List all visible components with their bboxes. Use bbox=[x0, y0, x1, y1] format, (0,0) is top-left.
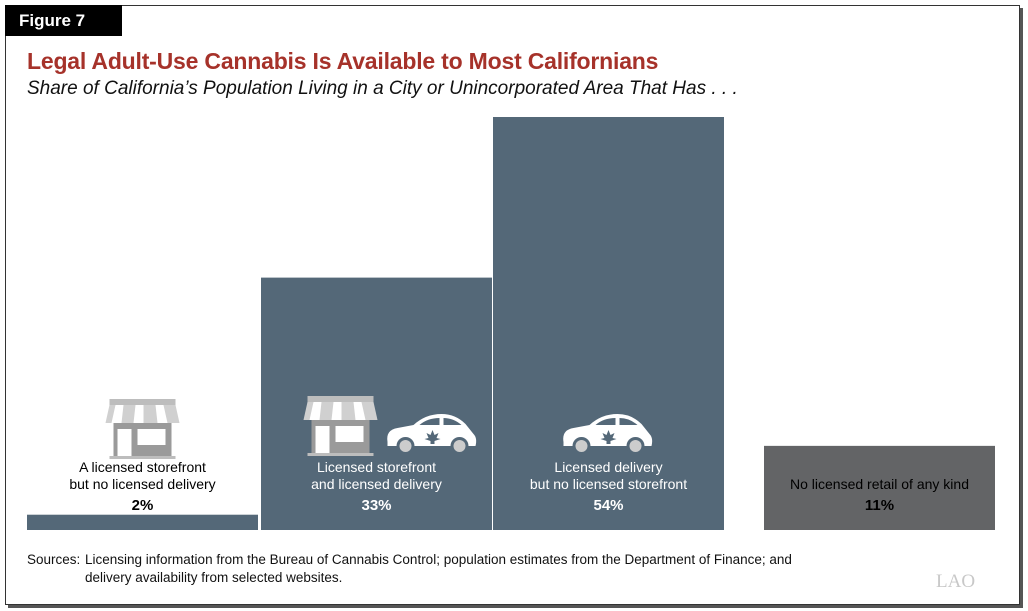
storefront-icon bbox=[105, 399, 180, 459]
sources-label: Sources: bbox=[27, 552, 81, 567]
lao-logo: LAO bbox=[936, 571, 976, 592]
chart-title: Legal Adult-Use Cannabis Is Available to… bbox=[27, 48, 659, 74]
category-label: Licensed delivery bbox=[554, 459, 662, 475]
category-label: Licensed storefront bbox=[317, 459, 436, 475]
figure-label: Figure 7 bbox=[5, 5, 122, 36]
bar bbox=[261, 277, 492, 530]
storefront-icon bbox=[303, 396, 378, 456]
chart-subtitle: Share of California’s Population Living … bbox=[27, 78, 738, 99]
bar bbox=[27, 514, 258, 530]
category-label: but no licensed delivery bbox=[69, 476, 215, 492]
category-label: A licensed storefront bbox=[79, 459, 206, 475]
value-label: 2% bbox=[132, 497, 154, 514]
category-label: and licensed delivery bbox=[311, 476, 442, 492]
sources-note: Sources: Licensing information from the B… bbox=[27, 551, 792, 587]
sources-line-2: delivery availability from selected webs… bbox=[85, 570, 343, 585]
bar bbox=[493, 117, 724, 530]
category-label: but no licensed storefront bbox=[530, 476, 687, 492]
category-label: No licensed retail of any kind bbox=[790, 476, 969, 492]
value-label: 11% bbox=[865, 497, 894, 514]
value-label: 33% bbox=[361, 497, 391, 514]
value-label: 54% bbox=[593, 497, 623, 514]
sources-line-1: Licensing information from the Bureau of… bbox=[85, 552, 792, 567]
bar bbox=[764, 445, 995, 530]
